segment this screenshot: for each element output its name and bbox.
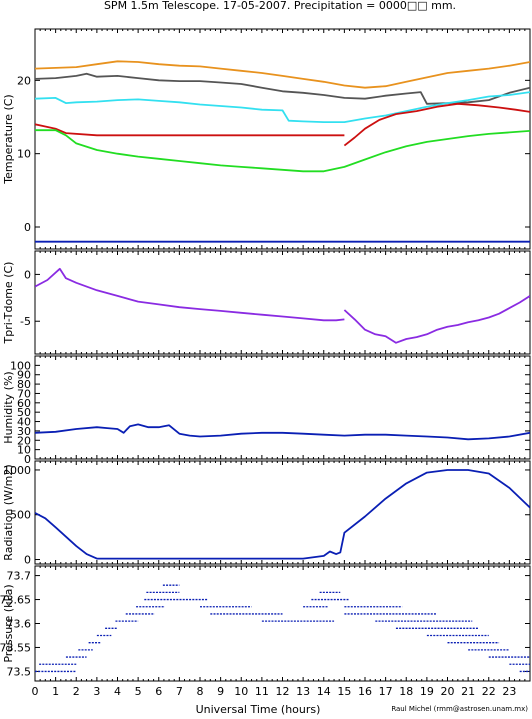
figure-title: SPM 1.5m Telescope. 17-05-2007. Precipit… [104, 0, 456, 12]
series-line-red [343, 102, 530, 147]
y-tick-label: 90 [17, 369, 31, 382]
panel-frame [34, 355, 531, 460]
y-tick-label: 20 [17, 74, 31, 87]
series-line-purple [35, 267, 345, 322]
y-axis-label: Radiation (W/m2) [2, 464, 15, 560]
x-tick-label: 20 [441, 685, 455, 698]
y-tick-label: 73.65 [0, 594, 31, 607]
y-tick-label: 73.5 [7, 665, 32, 678]
series-line-purple [343, 295, 530, 344]
y-tick-label: 30 [17, 425, 31, 438]
y-tick-label: 0 [24, 268, 31, 281]
y-axis-label: Temperature (C) [2, 94, 15, 184]
y-tick-label: 70 [17, 387, 31, 400]
y-tick-label: 73.7 [7, 570, 32, 583]
series-line-cyan [35, 91, 530, 123]
panel-data [35, 584, 530, 673]
series-line-darkgray [35, 72, 530, 105]
x-tick-label: 4 [114, 685, 121, 698]
panel-data [35, 60, 530, 243]
y-tick-label: 73.55 [0, 641, 31, 654]
x-tick-label: 12 [276, 685, 290, 698]
y-tick-label: 50 [17, 406, 31, 419]
y-tick-label: 10 [17, 148, 31, 161]
panel-data [35, 469, 530, 560]
x-tick-label: 19 [420, 685, 434, 698]
x-tick-label: 21 [461, 685, 475, 698]
series-line-blue [35, 423, 530, 441]
y-tick-label: 20 [17, 434, 31, 447]
x-tick-label: 23 [502, 685, 516, 698]
y-tick-label: 500 [10, 509, 31, 522]
x-tick-label: 2 [73, 685, 80, 698]
x-tick-label: 8 [197, 685, 204, 698]
x-tick-label: 9 [217, 685, 224, 698]
y-tick-label: -5 [20, 315, 31, 328]
y-tick-label: 0 [24, 221, 31, 234]
x-tick-label: 15 [337, 685, 351, 698]
series-line-blue [35, 469, 530, 560]
panel-data [35, 267, 530, 344]
x-tick-label: 7 [176, 685, 183, 698]
x-tick-label: 14 [317, 685, 331, 698]
x-axis-label: Universal Time (hours) [196, 703, 321, 716]
y-axis-label: Humidity (%) [2, 371, 15, 443]
y-tick-label: 100 [10, 359, 31, 372]
y-tick-label: 0 [24, 554, 31, 567]
x-tick-label: 0 [32, 685, 39, 698]
x-tick-label: 22 [482, 685, 496, 698]
y-axis-label: Pressure (kPa) [2, 584, 15, 662]
x-tick-label: 17 [379, 685, 393, 698]
panel-frame [34, 565, 531, 682]
x-tick-label: 10 [234, 685, 248, 698]
x-tick-label: 1 [52, 685, 59, 698]
y-axis-label: Tpri-Tdome (C) [2, 262, 15, 345]
y-tick-label: 0 [24, 453, 31, 466]
y-tick-label: 73.6 [7, 618, 32, 631]
x-tick-label: 11 [255, 685, 269, 698]
credit-text: Raul Michel (rmm@astrosen.unam.mx) [391, 705, 528, 713]
x-tick-label: 3 [93, 685, 100, 698]
y-tick-label: 1000 [3, 464, 31, 477]
y-tick-label: 80 [17, 378, 31, 391]
x-tick-label: 6 [155, 685, 162, 698]
x-tick-label: 5 [135, 685, 142, 698]
series-line-red [35, 123, 345, 137]
x-tick-label: 16 [358, 685, 372, 698]
panel-frame [34, 250, 531, 355]
y-tick-label: 60 [17, 397, 31, 410]
series-line-green [35, 129, 530, 173]
panel-frame [34, 460, 531, 565]
y-tick-label: 10 [17, 444, 31, 457]
panel-data [35, 423, 530, 441]
x-tick-label: 13 [296, 685, 310, 698]
x-tick-label: 18 [399, 685, 413, 698]
series-line-orange [35, 60, 530, 89]
panel-1: -5 0 Tpri-Tdome (C) [2, 250, 531, 355]
y-tick-label: 40 [17, 416, 31, 429]
